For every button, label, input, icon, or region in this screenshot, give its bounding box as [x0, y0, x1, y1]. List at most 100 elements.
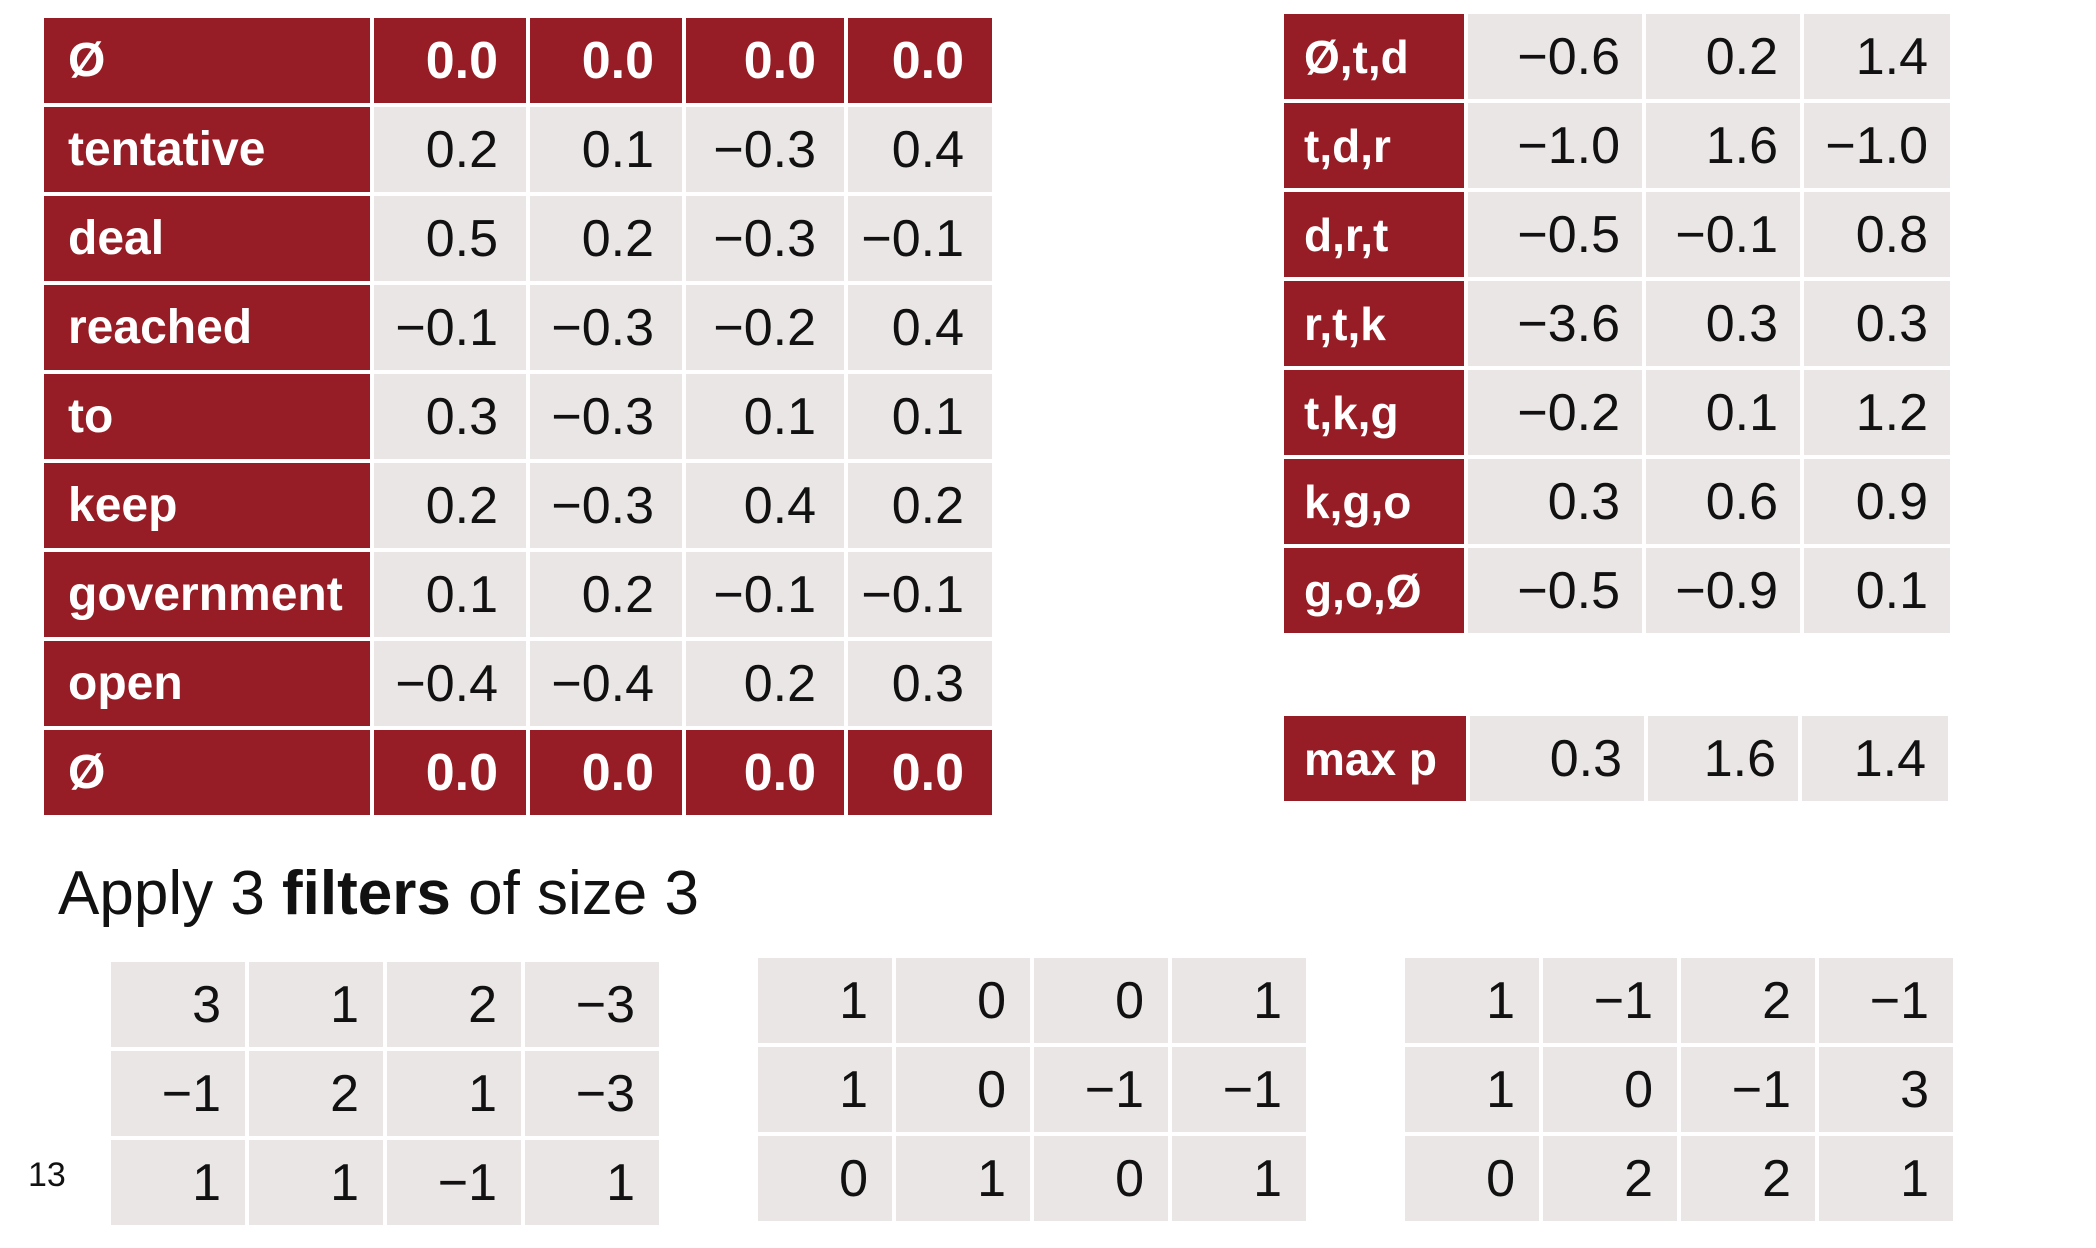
- filter-weight: 2: [1543, 1136, 1677, 1221]
- embedding-value: 0.0: [530, 18, 682, 103]
- filter-weight: 1: [387, 1051, 521, 1136]
- embedding-value: −0.1: [374, 285, 526, 370]
- filter-weight: 0: [1543, 1047, 1677, 1132]
- filter-weight: −1: [1172, 1047, 1306, 1132]
- trigram-label: g,o,Ø: [1284, 548, 1464, 633]
- embedding-value: 0.1: [374, 552, 526, 637]
- filter-weight: 1: [1172, 1136, 1306, 1221]
- filter-weight: 2: [387, 962, 521, 1047]
- filter-weight: 1: [896, 1136, 1030, 1221]
- convolution-value: 0.3: [1804, 281, 1950, 366]
- word-label: tentative: [44, 107, 370, 192]
- convolution-value: 0.9: [1804, 459, 1950, 544]
- filter-weight: −1: [1681, 1047, 1815, 1132]
- filter-weight: −3: [525, 962, 659, 1047]
- embedding-value: −0.1: [686, 552, 844, 637]
- caption-emphasis: filters: [282, 859, 451, 928]
- embedding-value: 0.3: [374, 374, 526, 459]
- embedding-value: −0.3: [530, 374, 682, 459]
- max-pool-value: 1.4: [1802, 716, 1948, 801]
- convolution-value: −0.1: [1646, 192, 1800, 277]
- convolution-value: −0.5: [1468, 548, 1642, 633]
- filter-weight: 1: [249, 1140, 383, 1225]
- filter-weight: 1: [758, 1047, 892, 1132]
- trigram-label: Ø,t,d: [1284, 14, 1464, 99]
- embedding-value: 0.3: [848, 641, 992, 726]
- embedding-value: 0.0: [530, 730, 682, 815]
- word-label: reached: [44, 285, 370, 370]
- filters-caption: Apply 3 filters of size 3: [58, 858, 699, 929]
- embedding-value: 0.2: [530, 196, 682, 281]
- embedding-value: 0.4: [848, 285, 992, 370]
- trigram-label: t,k,g: [1284, 370, 1464, 455]
- filter-weight: 0: [1034, 958, 1168, 1043]
- filter-weight: 3: [111, 962, 245, 1047]
- convolution-value: −0.9: [1646, 548, 1800, 633]
- filter-weight: 0: [896, 1047, 1030, 1132]
- slide-number: 13: [28, 1156, 66, 1194]
- trigram-label: r,t,k: [1284, 281, 1464, 366]
- filter-weight: −1: [387, 1140, 521, 1225]
- trigram-label: t,d,r: [1284, 103, 1464, 188]
- embedding-value: 0.2: [374, 463, 526, 548]
- filter-weight: 2: [1681, 1136, 1815, 1221]
- convolution-value: 0.3: [1468, 459, 1642, 544]
- convolution-value: 0.8: [1804, 192, 1950, 277]
- filter-weight: 0: [896, 958, 1030, 1043]
- embedding-value: 0.0: [374, 18, 526, 103]
- embedding-value: −0.3: [530, 285, 682, 370]
- filter-weight: −1: [1034, 1047, 1168, 1132]
- filter-weight: 1: [525, 1140, 659, 1225]
- embedding-value: 0.0: [686, 18, 844, 103]
- embedding-value: −0.1: [848, 196, 992, 281]
- filter-weight: 1: [1405, 1047, 1539, 1132]
- max-pool-value: 0.3: [1470, 716, 1644, 801]
- embedding-value: 0.4: [686, 463, 844, 548]
- embedding-value: −0.3: [686, 196, 844, 281]
- filter-3-table: 1 −1 2 −1 1 0 −1 3 0 2 2 1: [1405, 958, 1953, 1221]
- filter-weight: −1: [1819, 958, 1953, 1043]
- embedding-value: 0.1: [686, 374, 844, 459]
- max-pool-label: max p: [1284, 716, 1466, 801]
- trigram-label: k,g,o: [1284, 459, 1464, 544]
- embedding-value: 0.1: [848, 374, 992, 459]
- max-pool-table: max p 0.3 1.6 1.4: [1284, 716, 1948, 801]
- padding-token-label: Ø: [44, 730, 370, 815]
- convolution-value: 0.2: [1646, 14, 1800, 99]
- embedding-value: −0.2: [686, 285, 844, 370]
- embedding-value: 0.2: [686, 641, 844, 726]
- convolution-value: 0.1: [1646, 370, 1800, 455]
- embedding-value: −0.1: [848, 552, 992, 637]
- embedding-value: 0.2: [530, 552, 682, 637]
- caption-prefix: Apply 3: [58, 859, 283, 928]
- embedding-value: 0.2: [848, 463, 992, 548]
- max-pool-value: 1.6: [1648, 716, 1798, 801]
- embedding-value: −0.4: [530, 641, 682, 726]
- filter-weight: 0: [758, 1136, 892, 1221]
- embedding-value: 0.5: [374, 196, 526, 281]
- embedding-value: 0.4: [848, 107, 992, 192]
- trigram-label: d,r,t: [1284, 192, 1464, 277]
- word-label: to: [44, 374, 370, 459]
- filter-weight: 1: [1405, 958, 1539, 1043]
- convolution-value: −0.5: [1468, 192, 1642, 277]
- filter-weight: −1: [1543, 958, 1677, 1043]
- filter-2-table: 1 0 0 1 1 0 −1 −1 0 1 0 1: [758, 958, 1306, 1221]
- convolution-value: −0.2: [1468, 370, 1642, 455]
- convolution-value: −3.6: [1468, 281, 1642, 366]
- embedding-value: 0.0: [848, 18, 992, 103]
- convolution-value: −1.0: [1468, 103, 1642, 188]
- embedding-value: −0.3: [686, 107, 844, 192]
- convolution-value: 1.6: [1646, 103, 1800, 188]
- filter-weight: −3: [525, 1051, 659, 1136]
- word-label: open: [44, 641, 370, 726]
- embedding-value: 0.1: [530, 107, 682, 192]
- embedding-value: 0.2: [374, 107, 526, 192]
- convolution-value: 0.1: [1804, 548, 1950, 633]
- filter-weight: 0: [1405, 1136, 1539, 1221]
- embedding-value: 0.0: [848, 730, 992, 815]
- filter-weight: 1: [111, 1140, 245, 1225]
- filter-weight: 1: [249, 962, 383, 1047]
- convolution-value: −0.6: [1468, 14, 1642, 99]
- filter-weight: 1: [758, 958, 892, 1043]
